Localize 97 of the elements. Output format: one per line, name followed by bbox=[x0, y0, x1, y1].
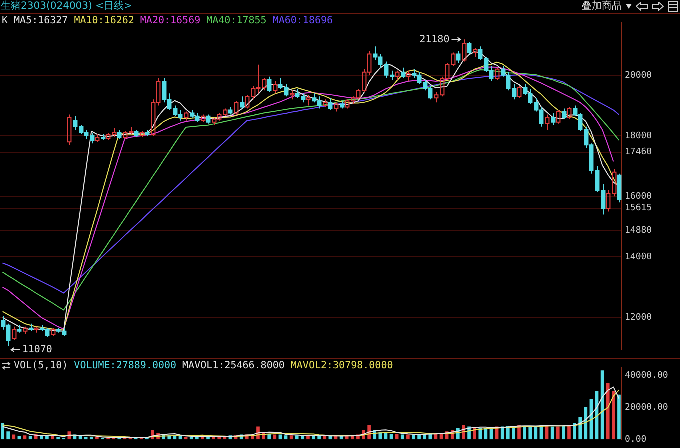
bar bbox=[96, 437, 99, 440]
bar bbox=[306, 436, 310, 440]
candlestick bbox=[201, 114, 206, 123]
candlestick bbox=[406, 70, 411, 82]
candlestick bbox=[306, 94, 311, 106]
y-tick-label: 14880 bbox=[625, 226, 652, 236]
bar bbox=[606, 383, 610, 440]
y-tick-label: 15615 bbox=[625, 204, 652, 214]
bar bbox=[40, 436, 44, 440]
bar bbox=[573, 424, 576, 440]
bar bbox=[284, 436, 288, 440]
bar bbox=[295, 436, 299, 440]
bar bbox=[556, 426, 560, 440]
legend-title: K bbox=[2, 16, 8, 27]
candlestick bbox=[12, 326, 17, 342]
candlestick bbox=[290, 90, 295, 100]
bar bbox=[12, 434, 16, 440]
candlestick bbox=[273, 80, 278, 94]
y-tick-label: 17460 bbox=[625, 148, 652, 158]
candlestick bbox=[556, 110, 561, 124]
bar bbox=[528, 426, 532, 440]
bar bbox=[23, 436, 27, 440]
candlestick bbox=[545, 114, 550, 130]
candlestick bbox=[478, 46, 483, 61]
candlestick bbox=[395, 70, 400, 80]
candlestick bbox=[612, 168, 617, 198]
candlestick bbox=[451, 52, 456, 67]
text: MA40:17855 bbox=[206, 16, 267, 27]
text: MA20:16569 bbox=[140, 16, 201, 27]
bar bbox=[578, 417, 582, 440]
candlestick bbox=[473, 48, 478, 58]
candlestick bbox=[462, 39, 467, 62]
candlestick bbox=[334, 102, 339, 112]
candlestick bbox=[345, 99, 350, 110]
bar bbox=[584, 408, 588, 440]
candlestick bbox=[51, 328, 56, 336]
bar bbox=[473, 428, 476, 440]
candlestick bbox=[112, 128, 117, 138]
candlestick bbox=[234, 100, 239, 116]
candlestick bbox=[567, 106, 572, 120]
y-tick-label: 18000 bbox=[625, 131, 652, 142]
candlestick bbox=[517, 86, 522, 99]
candlestick bbox=[434, 92, 439, 104]
text: VOLUME:27889.0000 bbox=[74, 360, 177, 372]
bar bbox=[6, 432, 10, 440]
y-tick-label: 16000 bbox=[625, 192, 652, 202]
candlestick bbox=[606, 190, 611, 212]
y-tick-label: 20000.00 bbox=[625, 402, 668, 413]
text: MA5:16327 bbox=[14, 16, 68, 27]
bar bbox=[190, 437, 194, 440]
bar bbox=[406, 434, 410, 440]
text: MA10:16262 bbox=[74, 16, 134, 27]
candlestick bbox=[106, 132, 111, 142]
bar bbox=[323, 436, 327, 440]
legend-title: VOL(5,10) bbox=[14, 360, 68, 372]
y-tick-label: 12000 bbox=[625, 313, 652, 324]
candlestick bbox=[456, 50, 461, 64]
bar bbox=[412, 434, 416, 440]
text: MAVOL2:30798.0000 bbox=[290, 360, 394, 372]
text: 叠加商品 bbox=[582, 0, 622, 13]
y-tick-label: 40000.00 bbox=[625, 370, 668, 381]
bar bbox=[56, 437, 60, 440]
candlestick bbox=[23, 326, 28, 335]
candlestick bbox=[123, 130, 128, 140]
candlestick bbox=[245, 94, 250, 110]
bar bbox=[612, 391, 616, 440]
y-tick-label: 0.00 bbox=[625, 434, 647, 445]
candlestick bbox=[323, 99, 328, 108]
bar bbox=[273, 434, 277, 440]
chart-title: 生猪2303(024003) <日线> bbox=[1, 0, 132, 13]
bar bbox=[478, 428, 482, 440]
bar bbox=[418, 434, 421, 440]
candlestick bbox=[262, 78, 267, 92]
candlestick bbox=[34, 326, 39, 334]
y-tick-label: 14000 bbox=[625, 252, 652, 263]
candlestick bbox=[67, 114, 72, 146]
bar bbox=[51, 436, 54, 440]
bar bbox=[618, 394, 621, 440]
bar bbox=[562, 426, 566, 440]
candlestick bbox=[184, 111, 189, 122]
bar bbox=[84, 437, 88, 440]
bar bbox=[290, 436, 294, 440]
annotation: 11070 bbox=[22, 344, 52, 356]
bar bbox=[1, 424, 4, 440]
bar bbox=[184, 437, 188, 440]
bar bbox=[301, 436, 304, 440]
candlestick bbox=[129, 127, 134, 135]
y-tick-label: 20000 bbox=[625, 70, 652, 81]
annotation: 21180 bbox=[420, 34, 450, 46]
text: MA60:18696 bbox=[272, 16, 334, 27]
bar bbox=[400, 434, 404, 440]
candlestick bbox=[95, 134, 100, 143]
candlestick bbox=[495, 67, 500, 80]
candlestick bbox=[140, 130, 145, 138]
text: MAVOL1:25466.8000 bbox=[182, 360, 285, 372]
bar bbox=[90, 437, 94, 440]
candlestick bbox=[223, 108, 228, 117]
